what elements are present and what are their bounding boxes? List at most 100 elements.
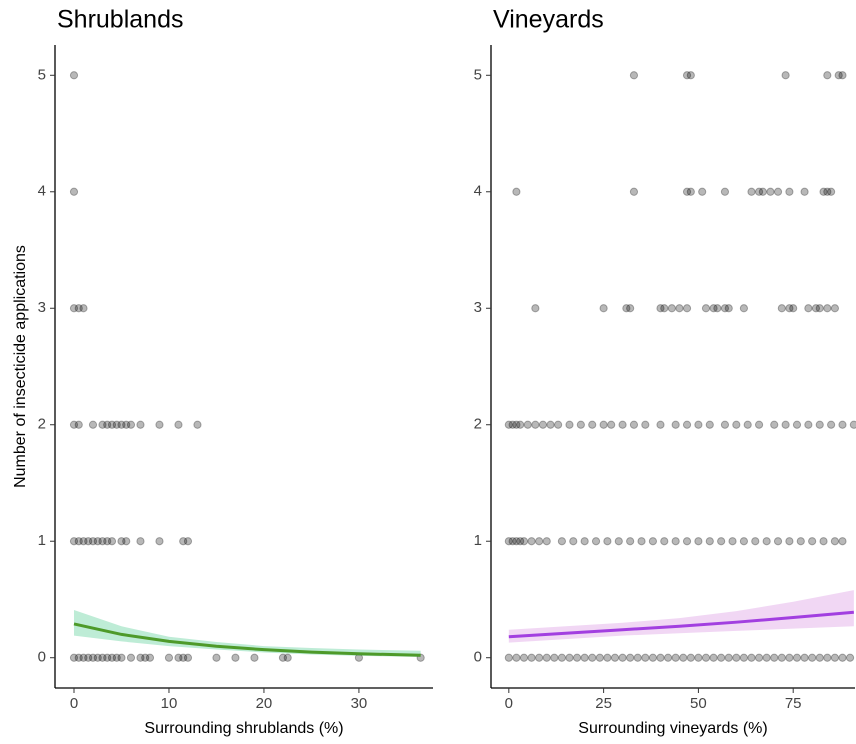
point xyxy=(179,537,188,546)
point xyxy=(766,187,775,196)
point xyxy=(720,420,730,429)
point xyxy=(93,653,102,662)
point xyxy=(732,653,741,662)
point xyxy=(69,71,79,80)
point xyxy=(122,537,131,546)
point xyxy=(815,304,824,313)
y-tick-label: 1 xyxy=(474,532,482,549)
x-tick-label: 50 xyxy=(690,695,707,712)
confidence-band xyxy=(508,590,854,643)
point xyxy=(682,71,692,80)
point xyxy=(720,304,730,313)
point xyxy=(103,420,112,429)
point xyxy=(512,420,521,429)
point xyxy=(79,653,88,662)
point xyxy=(773,187,783,196)
point xyxy=(516,420,525,429)
point xyxy=(74,537,83,546)
point xyxy=(550,653,559,662)
point xyxy=(834,71,843,80)
point xyxy=(747,653,756,662)
point xyxy=(717,653,726,662)
point xyxy=(823,187,832,196)
point xyxy=(694,420,703,429)
point xyxy=(648,537,658,546)
point xyxy=(212,653,221,662)
point xyxy=(519,537,529,546)
point xyxy=(580,537,589,546)
point xyxy=(535,653,544,662)
point xyxy=(626,537,635,546)
point xyxy=(709,653,718,662)
point xyxy=(686,653,695,662)
point xyxy=(88,537,98,546)
point xyxy=(98,653,107,662)
point xyxy=(713,304,722,313)
point xyxy=(641,420,650,429)
fit-line xyxy=(73,622,421,657)
point xyxy=(675,304,684,313)
point xyxy=(660,537,669,546)
point xyxy=(667,304,676,313)
point xyxy=(709,304,718,313)
point xyxy=(815,420,824,429)
point xyxy=(792,420,802,429)
point xyxy=(542,537,551,546)
point xyxy=(720,187,730,196)
y-tick-label: 4 xyxy=(38,183,46,200)
point xyxy=(107,653,117,662)
point xyxy=(595,653,604,662)
x-tick-label: 25 xyxy=(595,695,612,712)
point xyxy=(682,537,692,546)
y-tick-label: 3 xyxy=(474,299,482,316)
point xyxy=(84,653,93,662)
point xyxy=(618,420,627,429)
point xyxy=(531,304,540,313)
point xyxy=(671,653,680,662)
x-tick-label: 20 xyxy=(256,695,273,712)
x-axis-title: Surrounding shrublands (%) xyxy=(144,720,343,737)
point xyxy=(283,653,292,662)
point xyxy=(808,653,817,662)
y-tick-label: 2 xyxy=(474,416,482,433)
point xyxy=(614,537,623,546)
y-tick-label: 0 xyxy=(474,649,482,666)
fit-line xyxy=(508,610,854,639)
point xyxy=(758,187,767,196)
point xyxy=(717,537,726,546)
point xyxy=(535,537,544,546)
point xyxy=(796,537,805,546)
y-tick-label: 3 xyxy=(38,299,46,316)
point xyxy=(117,653,126,662)
point xyxy=(126,420,136,429)
point xyxy=(811,304,821,313)
point xyxy=(603,653,612,662)
point xyxy=(278,653,288,662)
point xyxy=(145,653,155,662)
point xyxy=(136,537,145,546)
point xyxy=(762,653,771,662)
point xyxy=(682,420,692,429)
point xyxy=(565,653,574,662)
point xyxy=(751,537,760,546)
point xyxy=(112,653,121,662)
point xyxy=(69,653,79,662)
point xyxy=(686,187,695,196)
point xyxy=(819,537,828,546)
point xyxy=(800,653,809,662)
point xyxy=(193,420,202,429)
point xyxy=(512,537,521,546)
point xyxy=(838,71,847,80)
point xyxy=(827,420,836,429)
confidence-band xyxy=(73,609,421,658)
point xyxy=(588,420,597,429)
x-tick-label: 75 xyxy=(785,695,802,712)
point xyxy=(804,304,813,313)
x-tick-label: 30 xyxy=(351,695,368,712)
point xyxy=(88,420,98,429)
point xyxy=(136,653,145,662)
point xyxy=(588,653,597,662)
point xyxy=(838,653,847,662)
point xyxy=(107,420,117,429)
